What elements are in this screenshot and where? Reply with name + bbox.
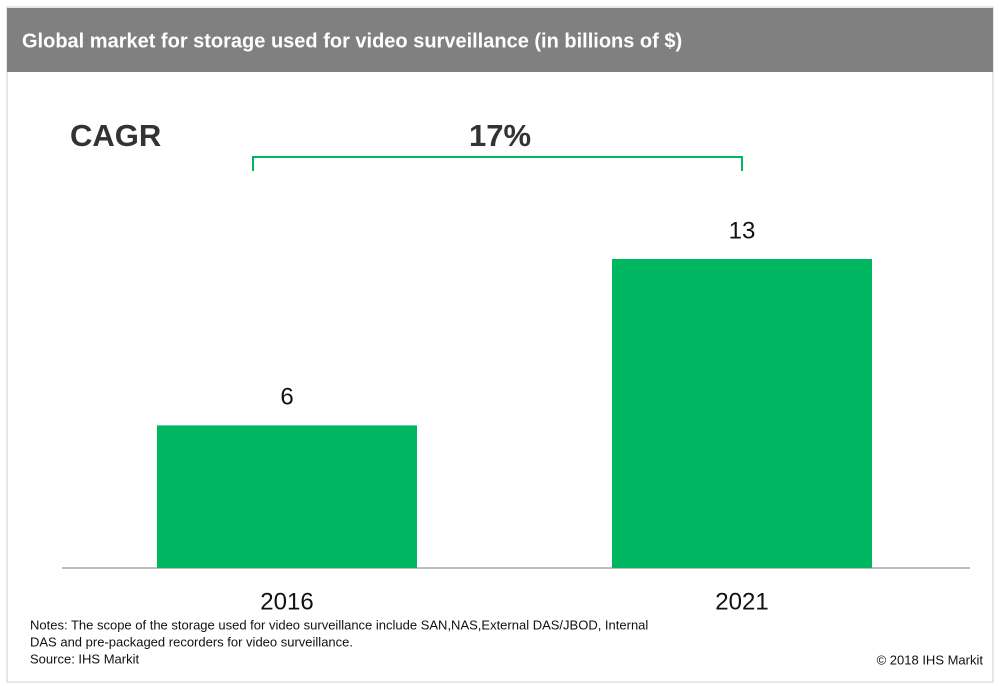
title-bar <box>7 8 993 72</box>
value-label: 6 <box>280 384 293 411</box>
cagr-value: 17% <box>469 118 531 153</box>
chart-title: Global market for storage used for video… <box>22 30 682 52</box>
cagr-bracket <box>252 156 743 171</box>
x-tick-label: 2021 <box>715 588 768 615</box>
bar <box>612 259 872 568</box>
note-line: DAS and pre-packaged recorders for video… <box>30 634 353 649</box>
bar <box>157 425 417 568</box>
source: Source: IHS Markit <box>30 651 139 666</box>
x-tick-label: 2016 <box>260 588 313 615</box>
copyright: © 2018 IHS Markit <box>877 652 984 667</box>
value-label: 13 <box>729 217 756 244</box>
cagr-label: CAGR <box>70 118 161 153</box>
note-line: Notes: The scope of the storage used for… <box>30 617 648 632</box>
